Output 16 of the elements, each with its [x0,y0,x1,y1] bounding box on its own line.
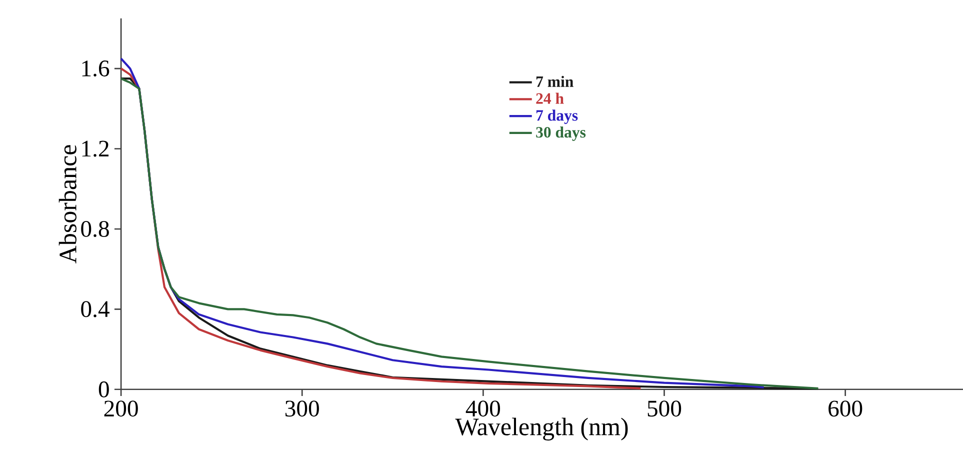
y-tick-label: 1.2 [82,140,109,157]
y-tick-label: 0.8 [81,220,109,237]
y-tick-label: 0 [98,381,109,398]
legend-label: 7 min [536,76,574,87]
x-tick-label: 500 [648,400,682,417]
x-axis-title: Wavelength (nm) [455,418,628,440]
y-tick-label: 1.6 [82,60,110,76]
legend-label: 30 days [536,126,586,141]
y-tick-label: 0.4 [81,301,110,318]
x-tick-label: 400 [466,400,500,417]
x-tick-label: 600 [828,400,862,417]
x-tick-label: 300 [285,400,319,417]
x-tick-label: 200 [104,400,138,417]
y-axis-title: Absorbance [58,145,76,264]
legend-label: 7 days [536,110,578,124]
legend-label: 24 h [536,92,564,104]
